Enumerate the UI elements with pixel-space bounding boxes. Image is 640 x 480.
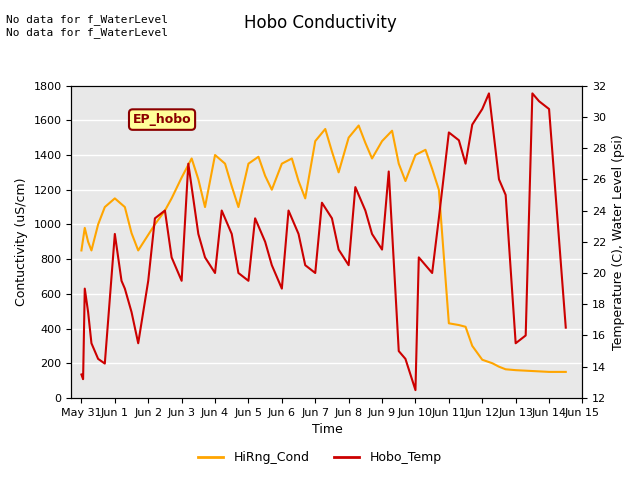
Text: EP_hobo: EP_hobo — [132, 113, 191, 126]
Text: Hobo Conductivity: Hobo Conductivity — [244, 14, 396, 33]
Text: No data for f_WaterLevel
No data for f_WaterLevel: No data for f_WaterLevel No data for f_W… — [6, 14, 168, 38]
Legend: HiRng_Cond, Hobo_Temp: HiRng_Cond, Hobo_Temp — [193, 446, 447, 469]
X-axis label: Time: Time — [312, 423, 342, 436]
Y-axis label: Temperature (C), Water Level (psi): Temperature (C), Water Level (psi) — [612, 134, 625, 349]
Y-axis label: Contuctivity (uS/cm): Contuctivity (uS/cm) — [15, 178, 28, 306]
